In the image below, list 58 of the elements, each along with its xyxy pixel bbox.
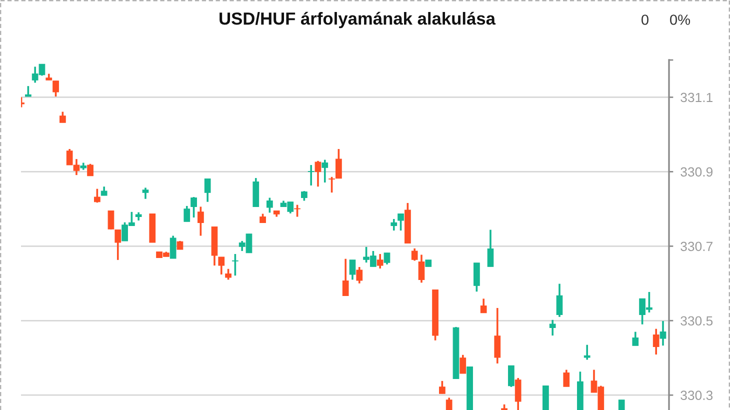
- y-tick-label: 331.1: [680, 92, 712, 102]
- y-tick-label: 330.5: [680, 316, 713, 326]
- candlestick: [446, 396, 452, 410]
- candlestick: [460, 354, 466, 374]
- candlestick: [60, 110, 66, 124]
- candlestick: [618, 399, 625, 410]
- candlestick: [87, 162, 94, 177]
- candlestick: [632, 330, 639, 346]
- candlestick: [487, 228, 494, 268]
- text: 0: [642, 14, 648, 25]
- y-tick-label: 330.3: [680, 390, 713, 400]
- candlestick: [52, 80, 59, 98]
- candlestick: [108, 210, 114, 230]
- candlestick: [328, 176, 335, 194]
- candlestick: [514, 377, 522, 410]
- candlestick: [114, 228, 122, 261]
- candlestick: [218, 256, 225, 276]
- candlestick: [390, 218, 398, 232]
- candlestick: [266, 196, 273, 214]
- candlestick: [494, 307, 501, 364]
- candlestick: [342, 258, 349, 297]
- candlestick: [142, 186, 149, 200]
- candlestick: [356, 266, 363, 284]
- candlestick: [439, 380, 446, 395]
- candlestick: [480, 298, 487, 314]
- candlestick: [652, 328, 660, 356]
- candlestick: [94, 188, 100, 204]
- candlestick: [204, 178, 211, 203]
- candlestick: [384, 252, 390, 266]
- candlestick: [301, 190, 308, 202]
- candlestick: [376, 253, 384, 270]
- candlestick: [474, 262, 480, 292]
- candlestick: [336, 148, 342, 180]
- candlestick: [584, 344, 590, 361]
- candlestick: [314, 160, 322, 188]
- candlestick: [508, 364, 514, 388]
- candlestick: [563, 368, 570, 388]
- candlestick: [184, 205, 190, 222]
- candlestick: [232, 253, 238, 276]
- candlestick: [418, 254, 425, 284]
- candlestick: [349, 259, 356, 281]
- text: 0%: [670, 14, 690, 25]
- candlestick: [308, 164, 314, 186]
- candlestick: [190, 196, 197, 218]
- candlestick: [170, 234, 176, 260]
- candlestick: [556, 282, 563, 318]
- chart-title: USD/HUF árfolyamának alakulása: [220, 12, 496, 28]
- candlestick: [322, 158, 328, 184]
- candlestick: [411, 248, 418, 262]
- candlestick: [660, 320, 666, 346]
- candlestick: [294, 204, 300, 218]
- candlestick: [225, 268, 232, 281]
- candlestick: [25, 85, 32, 98]
- y-tick-label: 330.9: [680, 167, 713, 177]
- candlestick: [549, 318, 556, 336]
- y-tick-label: 330.7: [680, 242, 712, 252]
- candlestick: [198, 206, 204, 237]
- candlestick: [398, 212, 404, 232]
